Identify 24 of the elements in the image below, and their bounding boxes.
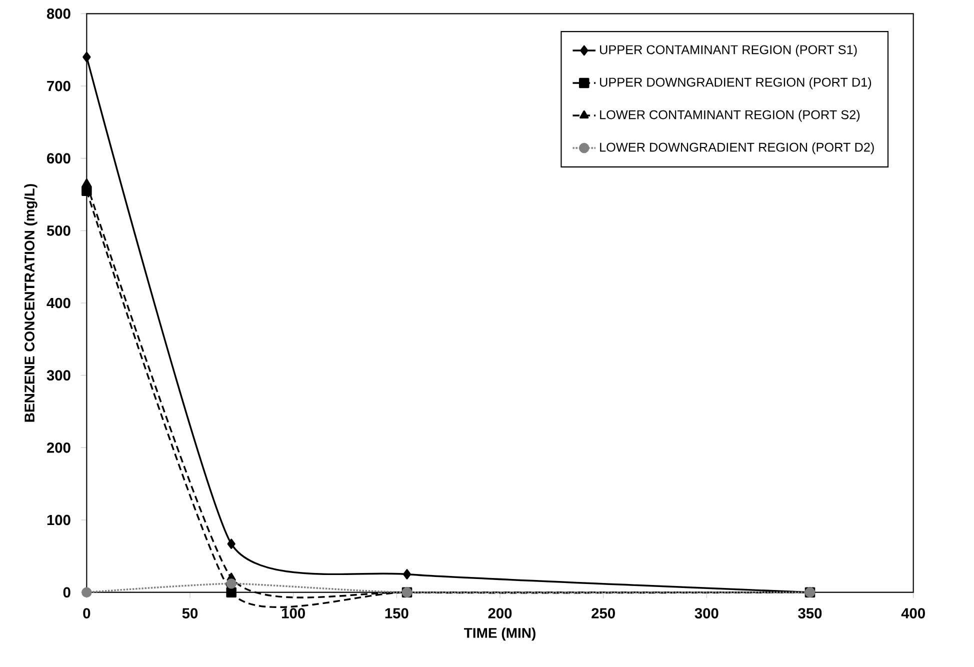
x-tick-label: 200: [488, 608, 512, 618]
x-axis-title: TIME (MIN): [464, 628, 536, 641]
x-tick-label: 50: [182, 608, 198, 618]
y-tick-label: 600: [47, 153, 70, 164]
legend-label: LOWER CONTAMINANT REGION (PORT S2): [600, 110, 860, 122]
y-axis-title: BENZENE CONCENTRATION (mg/L): [24, 184, 38, 422]
x-tick-label: 400: [901, 608, 925, 618]
legend-label: LOWER DOWNGRADIENT REGION (PORT D2): [600, 142, 874, 154]
legend-label: UPPER DOWNGRADIENT REGION (PORT D1): [600, 77, 872, 90]
legend-label: UPPER CONTAMINANT REGION (PORT S1): [600, 44, 857, 57]
x-tick-label: 150: [385, 608, 408, 618]
y-tick-label: 500: [46, 225, 70, 236]
y-tick-label: 400: [46, 298, 70, 308]
x-tick-label: 100: [282, 608, 305, 618]
x-tick-label: 300: [694, 608, 718, 618]
x-tick-label: 350: [798, 608, 822, 618]
x-tick-label: 250: [592, 608, 615, 618]
y-tick-label: 100: [47, 514, 70, 526]
y-tick-label: 200: [46, 442, 70, 453]
y-tick-label: 800: [46, 8, 70, 19]
y-tick-label: 300: [46, 370, 70, 381]
x-tick-label: 0: [83, 608, 90, 618]
y-tick-label: 700: [47, 80, 70, 92]
y-tick-label: 0: [63, 587, 70, 598]
